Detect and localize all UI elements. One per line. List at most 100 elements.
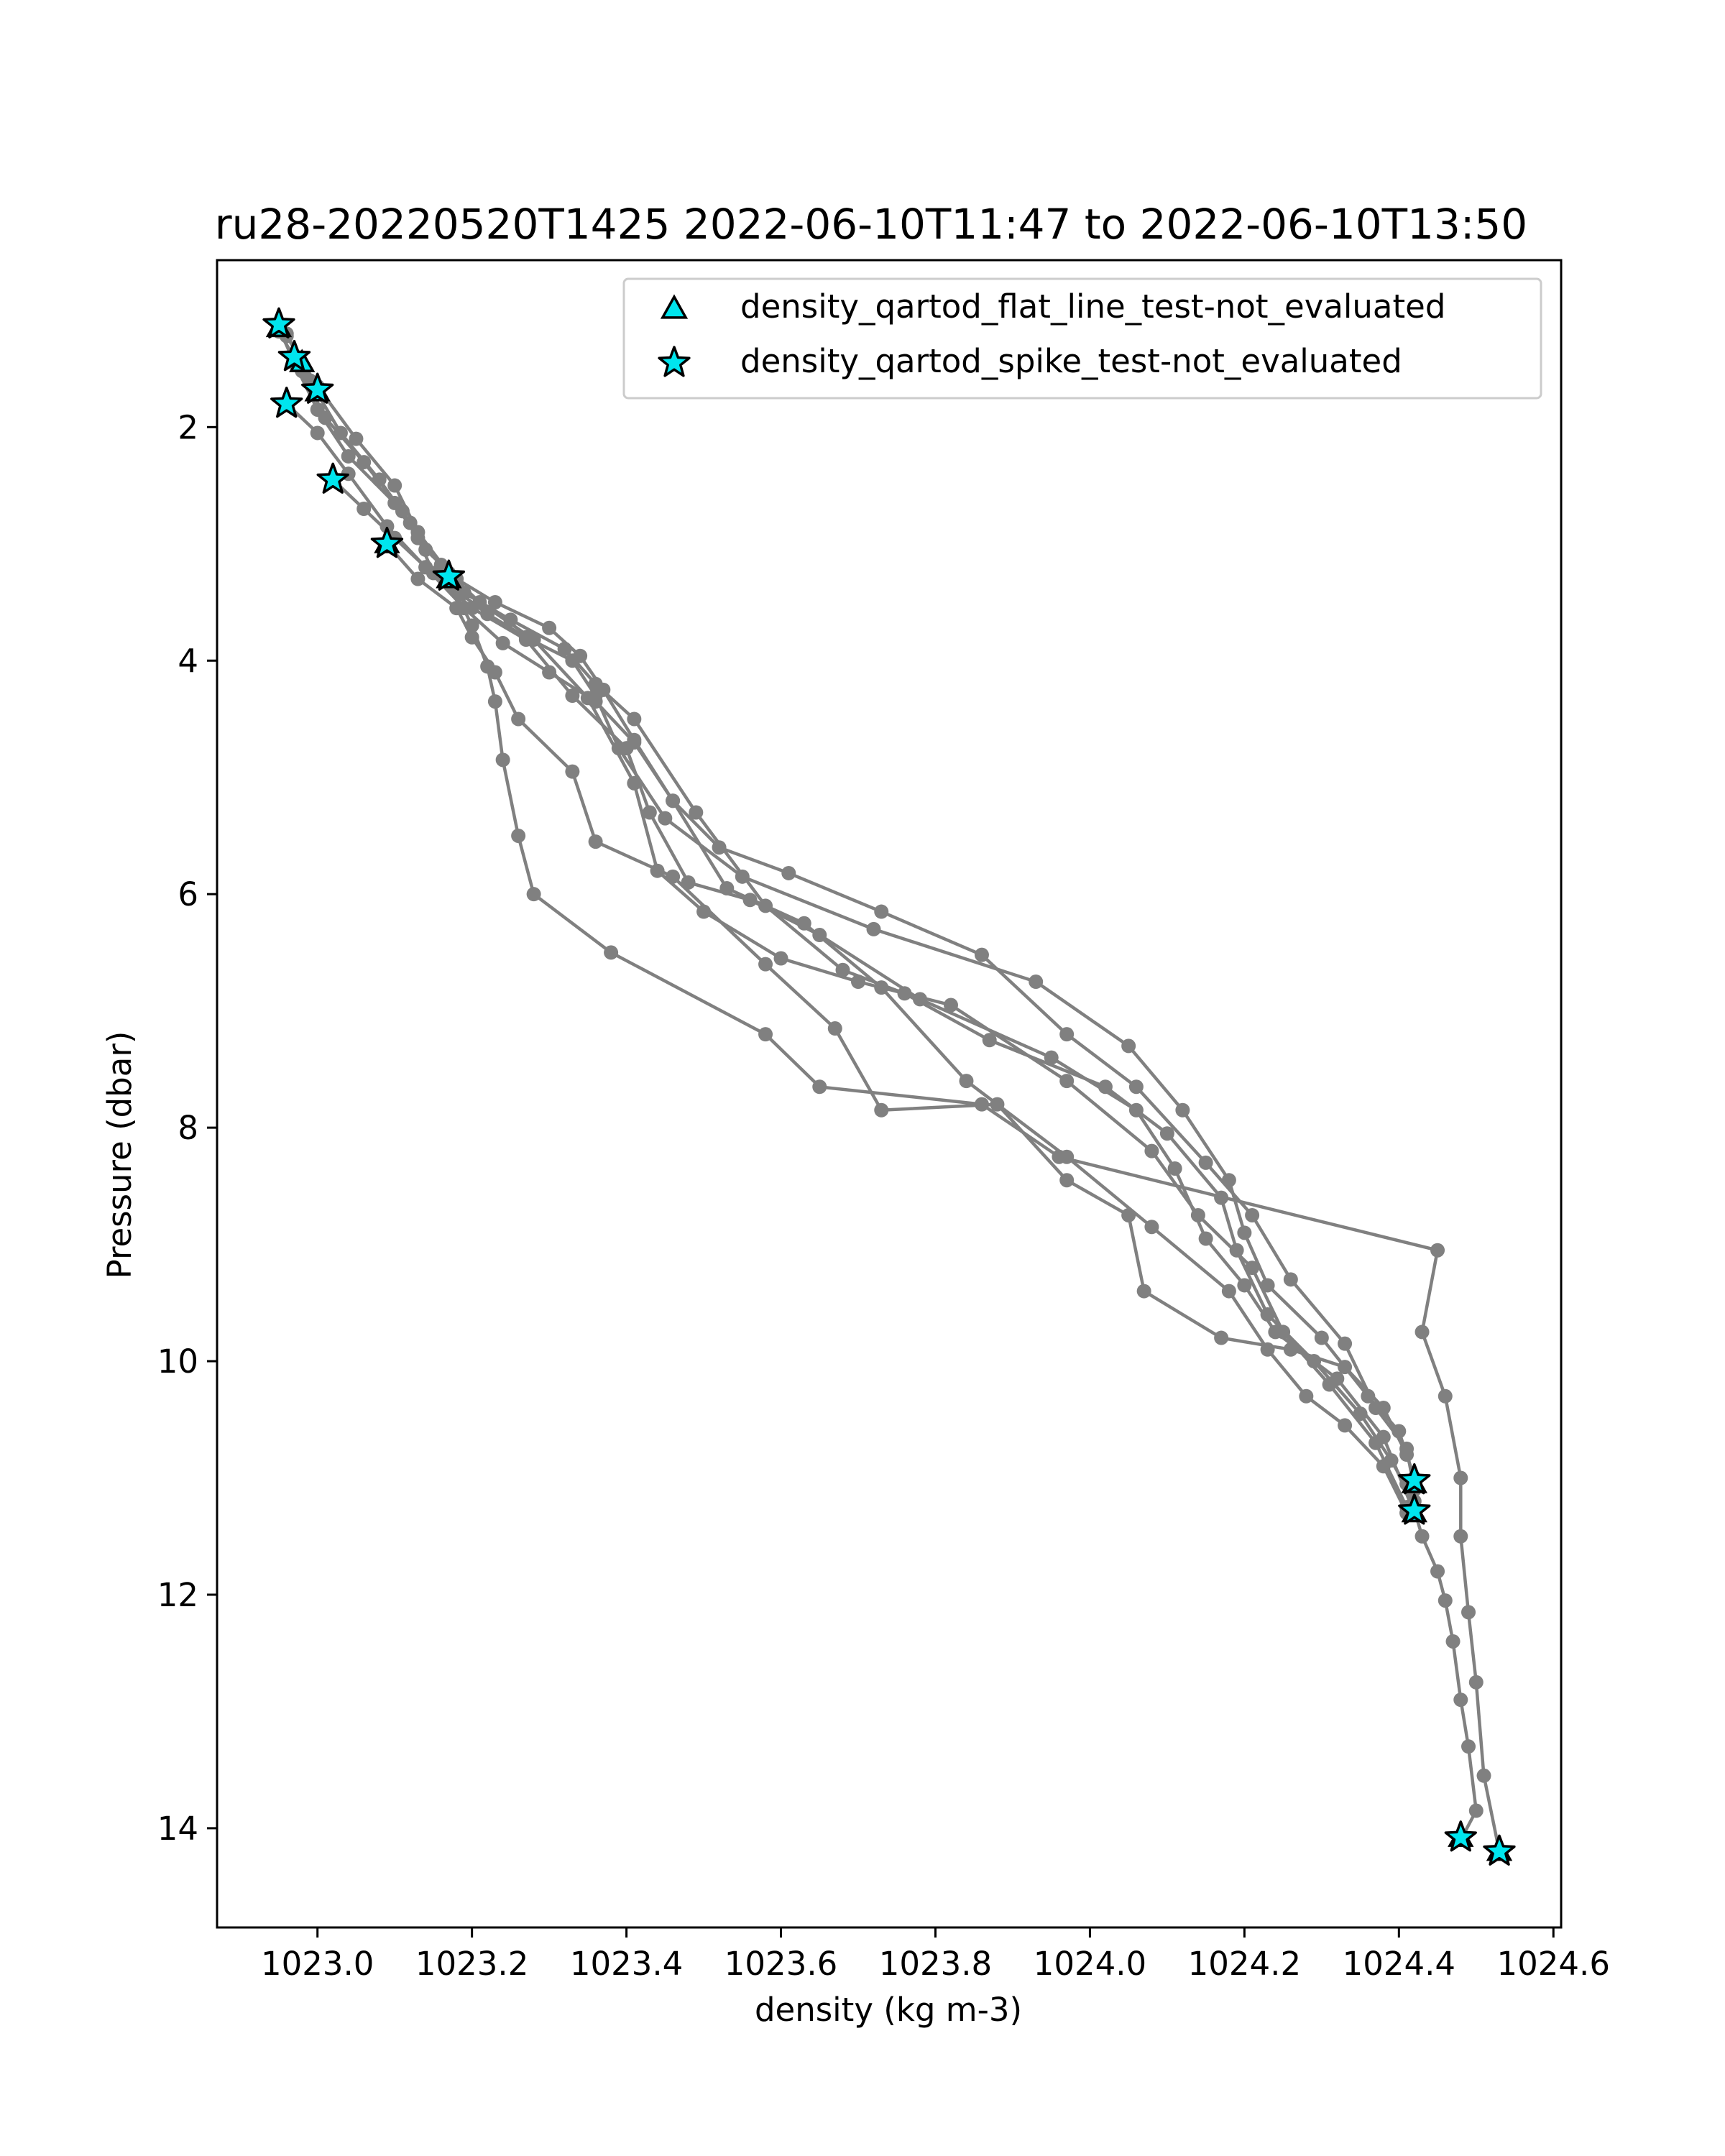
data-point <box>410 571 426 586</box>
data-point <box>627 711 642 727</box>
data-point <box>356 502 372 517</box>
data-point <box>835 962 850 977</box>
data-point <box>387 478 402 493</box>
data-point <box>1438 1593 1453 1608</box>
data-point <box>1414 1529 1430 1544</box>
data-point <box>1159 1126 1174 1141</box>
data-point <box>1136 1284 1151 1299</box>
legend-box <box>622 277 1542 400</box>
data-point <box>418 560 433 575</box>
data-point <box>1044 1050 1059 1065</box>
x-tick-label: 1024.2 <box>1188 1945 1301 1983</box>
data-point <box>604 945 619 960</box>
data-point <box>1461 1605 1476 1620</box>
plot-area <box>262 307 1516 1866</box>
spike-test-marker <box>1398 1463 1431 1495</box>
data-point <box>874 904 889 919</box>
data-point <box>627 734 642 750</box>
legend: density_qartod_flat_line_test-not_evalua… <box>622 277 1542 400</box>
x-tick-label: 1023.0 <box>261 1945 374 1983</box>
plot-frame <box>216 259 1563 1929</box>
y-tick-label: 4 <box>178 642 198 680</box>
data-point <box>1283 1272 1298 1287</box>
chart-title: ru28-20220520T1425 2022-06-10T11:47 to 2… <box>215 200 1527 249</box>
data-point <box>1237 1225 1252 1240</box>
data-point <box>1376 1429 1391 1445</box>
data-point <box>1237 1278 1252 1293</box>
data-point <box>1144 1143 1159 1158</box>
x-tick-label: 1024.4 <box>1343 1945 1455 1983</box>
spike-test-marker <box>277 340 311 372</box>
data-point <box>410 525 426 540</box>
data-point <box>557 642 572 657</box>
spike-test-marker <box>262 307 295 338</box>
data-point <box>310 425 325 441</box>
data-point <box>866 921 881 936</box>
data-point <box>526 887 541 902</box>
data-point <box>874 980 889 995</box>
spike-test-marker <box>301 372 334 404</box>
spike-test-marker <box>370 527 404 558</box>
data-point <box>974 947 989 962</box>
x-tick-label: 1023.2 <box>415 1945 528 1983</box>
data-point <box>1283 1342 1298 1357</box>
data-point <box>1128 1102 1144 1118</box>
data-point <box>1121 1038 1136 1054</box>
data-point <box>1376 1401 1391 1416</box>
axes: 1023.0 1023.2 1023.4 1023.6 1023.8 1024.0 1024… <box>157 259 1610 1983</box>
data-point <box>573 648 588 663</box>
data-point <box>1245 1207 1260 1222</box>
data-point <box>666 869 681 884</box>
data-point <box>689 805 704 820</box>
data-point <box>719 881 735 896</box>
data-point <box>1338 1360 1353 1375</box>
spike-test-marker <box>316 462 349 494</box>
data-point <box>333 425 348 441</box>
data-point <box>480 659 495 674</box>
data-point <box>1229 1243 1244 1258</box>
data-point <box>990 1097 1005 1112</box>
data-point <box>1059 1074 1075 1089</box>
spike-test-marker <box>270 387 303 418</box>
data-point <box>1468 1803 1484 1818</box>
data-point <box>1430 1564 1445 1579</box>
x-tick-label: 1023.4 <box>570 1945 683 1983</box>
data-point <box>542 665 557 680</box>
data-point <box>349 431 364 446</box>
data-point <box>565 688 580 703</box>
data-point <box>974 1097 989 1112</box>
data-point <box>1175 1102 1190 1118</box>
data-point <box>1121 1207 1136 1222</box>
data-point <box>1128 1079 1144 1095</box>
legend-label-spike: density_qartod_spike_test-not_evaluated <box>740 342 1402 380</box>
legend-label-flat-line: density_qartod_flat_line_test-not_evalua… <box>740 287 1445 326</box>
data-point <box>1414 1325 1430 1340</box>
x-tick-label: 1023.6 <box>724 1945 837 1983</box>
data-point <box>758 957 773 972</box>
data-point <box>1438 1388 1453 1404</box>
data-point <box>1059 1173 1075 1188</box>
data-point <box>487 595 502 610</box>
data-point <box>1461 1739 1476 1754</box>
data-point <box>511 711 526 727</box>
data-point <box>588 834 603 849</box>
data-point <box>1476 1768 1491 1783</box>
data-point <box>1338 1336 1353 1351</box>
data-point <box>827 1021 842 1036</box>
legend-triangle-icon <box>660 294 689 319</box>
data-point <box>1221 1284 1236 1299</box>
data-point <box>1445 1634 1460 1649</box>
data-point <box>758 1027 773 1042</box>
y-tick-label: 12 <box>157 1576 198 1614</box>
data-point <box>781 865 796 880</box>
data-point <box>1453 1529 1468 1544</box>
y-tick-label: 14 <box>157 1810 198 1848</box>
data-point <box>1453 1692 1468 1708</box>
y-tick-label: 6 <box>178 875 198 913</box>
data-point <box>943 998 958 1013</box>
data-point <box>1268 1325 1283 1340</box>
data-point <box>1399 1447 1414 1462</box>
spike-test-marker <box>432 559 466 591</box>
data-point <box>912 992 927 1007</box>
